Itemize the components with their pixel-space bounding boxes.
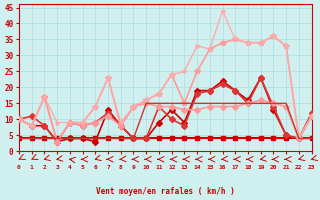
X-axis label: Vent moyen/en rafales ( km/h ): Vent moyen/en rafales ( km/h ) <box>96 187 235 196</box>
